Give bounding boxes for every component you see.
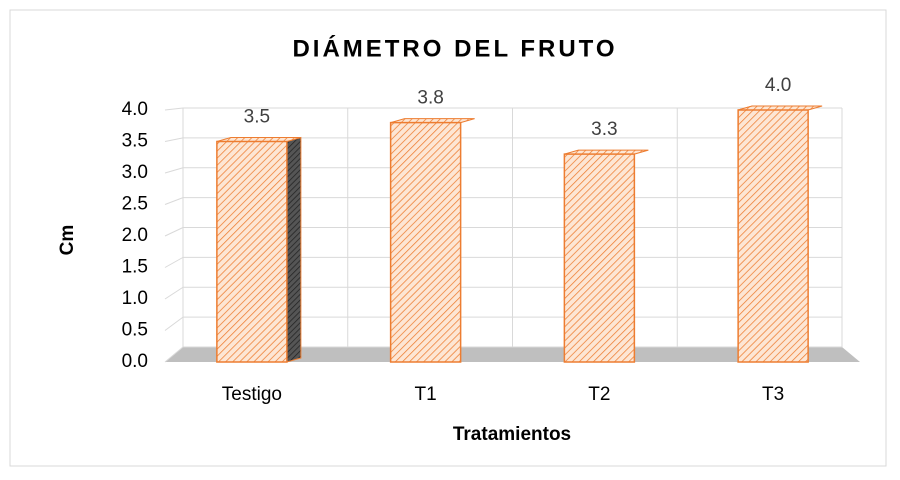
y-axis-title: Cm [57,225,78,256]
data-label: 3.5 [244,107,270,128]
data-label: 3.3 [591,119,617,140]
y-tick-label: 3.0 [122,162,148,183]
grid-line [164,346,184,363]
x-tick-label: T3 [762,384,784,405]
y-tick-label: 2.5 [122,194,148,215]
y-tick-label: 3.5 [122,131,148,152]
y-tick-label: 2.0 [122,225,148,246]
y-tick-label: 0.0 [122,351,148,372]
grid-line [164,107,184,111]
x-tick-label: Testigo [222,384,282,405]
bar [737,109,809,363]
x-tick-label: T1 [415,384,437,405]
data-label: 3.8 [417,88,443,109]
x-axis-title: Tratamientos [453,424,571,445]
data-label: 4.0 [765,75,791,96]
grid-line [164,256,184,268]
x-tick-label: T2 [588,384,610,405]
y-tick-label: 1.5 [122,257,148,278]
floor [165,347,860,362]
bar-side [286,136,302,363]
bar [216,140,288,363]
grid-line [164,137,184,142]
bar [563,153,636,363]
grid-line [164,286,184,300]
y-tick-label: 1.0 [122,288,148,309]
chart-title: DIÁMETRO DEL FRUTO [292,34,617,62]
bar [389,121,462,363]
y-tick-label: 4.0 [122,99,148,120]
y-tick-label: 0.5 [122,320,148,341]
grid-line [164,316,184,331]
grid-line [164,227,184,237]
grid-line [164,197,184,205]
grid-line [164,167,184,174]
